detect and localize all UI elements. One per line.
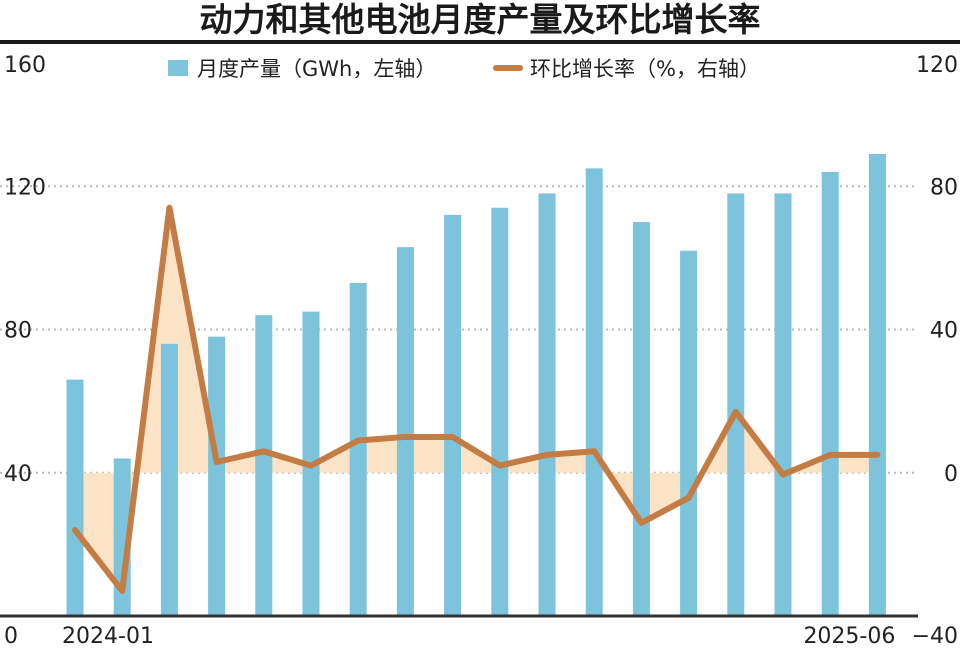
bar-2024-08	[396, 247, 414, 616]
left-tick-80: 80	[4, 319, 32, 344]
line-layer	[72, 204, 881, 594]
x-tick-2025-06: 2025-06	[803, 624, 895, 649]
bar-2024-03	[160, 343, 178, 616]
bar-2024-09	[444, 214, 462, 616]
bar-2025-04	[774, 193, 792, 616]
bar-2024-01	[66, 379, 84, 616]
right-tick-0: 0	[944, 462, 958, 487]
left-tick-160: 160	[4, 53, 46, 78]
bar-2024-11	[538, 193, 556, 616]
bar-2024-10	[491, 207, 509, 617]
right-tick-40: 40	[930, 319, 958, 344]
right-tick-120: 120	[916, 53, 958, 78]
legend-bar-swatch	[168, 60, 188, 76]
axis-layer: 0 40 80 120 160 −40 0 40 80 120 2024-01 2025-06	[0, 53, 958, 649]
legend-bar-label: 月度产量（GWh，左轴）	[197, 57, 436, 81]
bar-2025-01	[632, 222, 650, 616]
right-tick-80: 80	[930, 175, 958, 200]
left-tick-0: 0	[4, 624, 18, 649]
x-tick-2024-01: 2024-01	[62, 624, 154, 649]
legend: 月度产量（GWh，左轴） 环比增长率（%，右轴）	[168, 57, 760, 81]
left-tick-120: 120	[4, 175, 46, 200]
bar-2025-02	[680, 250, 698, 616]
growth-line	[72, 204, 881, 594]
bar-2024-05	[255, 315, 273, 616]
bar-2024-12	[585, 168, 603, 616]
growth-area	[75, 207, 878, 591]
chart-title: 动力和其他电池月度产量及环比增长率	[200, 0, 761, 39]
bar-2025-06	[868, 154, 886, 617]
bar-2025-05	[821, 171, 839, 617]
legend-line-label: 环比增长率（%，右轴）	[530, 57, 760, 81]
bar-2025-03	[727, 193, 745, 616]
bar-2024-04	[208, 336, 226, 616]
right-tick--40: −40	[912, 624, 958, 649]
bar-2024-07	[349, 282, 367, 616]
left-tick-40: 40	[4, 462, 32, 487]
growth-area-layer	[75, 207, 878, 591]
